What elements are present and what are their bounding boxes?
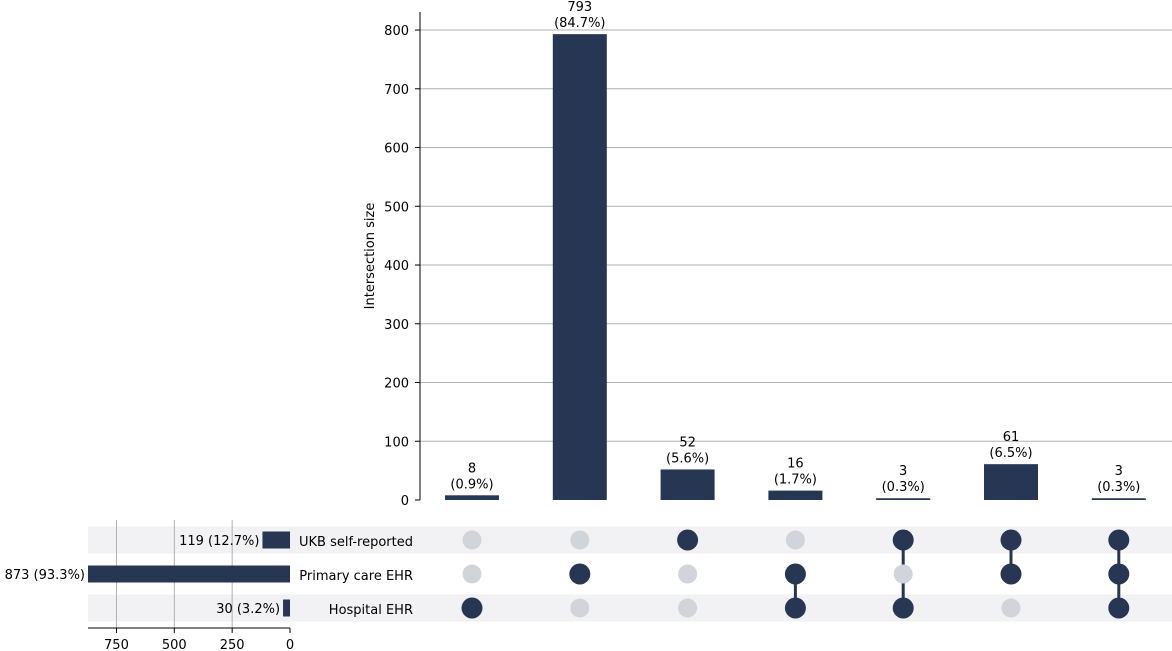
intersection-bar xyxy=(552,34,607,500)
intersection-bar xyxy=(660,469,715,500)
bar-percent-label: (0.3%) xyxy=(1097,480,1140,495)
matrix-dot-active xyxy=(569,563,591,585)
intersection-bar xyxy=(768,490,823,500)
matrix-dot-inactive xyxy=(785,530,805,550)
bar-count-label: 793 xyxy=(567,0,592,15)
set-size-bar xyxy=(283,599,290,617)
bar-percent-label: (84.7%) xyxy=(554,16,605,31)
bar-count-label: 52 xyxy=(679,435,696,450)
set-name-label: UKB self-reported xyxy=(299,535,413,550)
y-tick-label: 200 xyxy=(384,377,409,392)
y-tick-label: 400 xyxy=(384,259,409,274)
matrix-dot-active xyxy=(784,597,806,619)
matrix-dot-inactive xyxy=(678,564,698,584)
y-tick-label: 300 xyxy=(384,318,409,333)
matrix-dot-inactive xyxy=(462,530,482,550)
matrix-dot-active xyxy=(784,563,806,585)
y-axis-label: Intersection size xyxy=(363,203,378,310)
intersection-bar xyxy=(876,498,931,500)
set-size-tick-label: 250 xyxy=(220,638,245,651)
matrix-dot-active xyxy=(1108,563,1130,585)
matrix-dot-inactive xyxy=(678,598,698,618)
intersection-bar xyxy=(445,495,499,500)
set-size-label: 119 (12.7%) xyxy=(179,534,259,549)
y-tick-label: 600 xyxy=(384,142,409,157)
matrix-dot-inactive xyxy=(570,598,590,618)
y-tick-label: 500 xyxy=(384,200,409,215)
set-name-label: Hospital EHR xyxy=(329,603,413,618)
set-size-tick-label: 500 xyxy=(162,638,187,651)
bar-count-label: 16 xyxy=(787,457,804,472)
matrix-dot-active xyxy=(1108,529,1130,551)
matrix-dot-inactive xyxy=(893,564,913,584)
y-tick-label: 700 xyxy=(384,83,409,98)
bar-percent-label: (1.7%) xyxy=(774,473,817,488)
set-size-bar xyxy=(88,565,290,583)
matrix-dot-inactive xyxy=(1001,598,1021,618)
matrix-dot-inactive xyxy=(570,530,590,550)
bar-percent-label: (0.9%) xyxy=(450,477,493,492)
matrix-dot-active xyxy=(892,529,914,551)
matrix-dot-active xyxy=(1000,529,1022,551)
bar-percent-label: (5.6%) xyxy=(666,451,709,466)
set-name-label: Primary care EHR xyxy=(299,569,413,584)
matrix-dot-active xyxy=(1108,597,1130,619)
matrix-dot-active xyxy=(677,529,699,551)
intersection-bar xyxy=(1091,498,1146,500)
bar-percent-label: (6.5%) xyxy=(989,446,1032,461)
set-size-tick-label: 0 xyxy=(286,638,294,651)
set-size-tick-label: 750 xyxy=(104,638,129,651)
matrix-dot-active xyxy=(892,597,914,619)
bar-count-label: 3 xyxy=(1115,464,1123,479)
matrix-row-stripe xyxy=(88,594,1172,622)
bar-percent-label: (0.3%) xyxy=(882,480,925,495)
set-size-bar xyxy=(262,531,290,549)
bar-count-label: 8 xyxy=(468,461,476,476)
intersection-bar xyxy=(984,464,1038,500)
bar-count-label: 61 xyxy=(1003,430,1020,445)
y-tick-label: 100 xyxy=(384,435,409,450)
set-size-label: 873 (93.3%) xyxy=(5,568,85,583)
bar-count-label: 3 xyxy=(899,464,907,479)
set-size-label: 30 (3.2%) xyxy=(216,602,280,617)
matrix-dot-inactive xyxy=(462,564,482,584)
matrix-dot-active xyxy=(1000,563,1022,585)
y-tick-label: 800 xyxy=(384,24,409,39)
y-tick-label: 0 xyxy=(401,494,409,509)
matrix-dot-active xyxy=(461,597,483,619)
